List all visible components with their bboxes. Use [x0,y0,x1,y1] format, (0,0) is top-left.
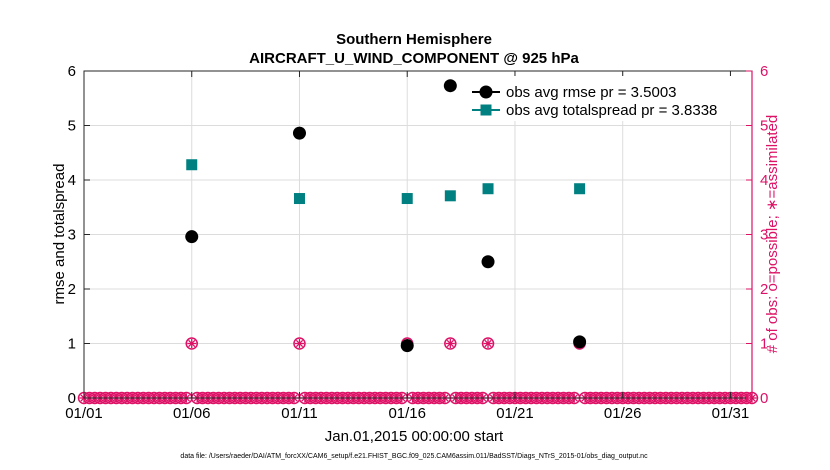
rmse-point [573,335,587,349]
totalspread-point [186,159,198,171]
y-axis-label: rmse and totalspread [51,164,68,305]
rmse-point [185,230,199,244]
y-tick-label: 6 [68,63,76,80]
y2-tick-label: 1 [760,336,768,353]
totalspread-point [482,183,494,195]
obs-assimilated-stroke [446,339,454,348]
obs-assimilated-stroke [484,339,492,348]
x-tick-label: 01/31 [712,405,750,422]
y2-tick-label: 6 [760,63,768,80]
y2-tick-label: 5 [760,118,768,135]
x-tick-label: 01/11 [281,405,317,422]
totalspread-point [574,183,586,195]
chart-subtitle: AIRCRAFT_U_WIND_COMPONENT @ 925 hPa [249,50,579,67]
x-tick-label: 01/06 [173,405,211,422]
y2-axis-label: # of obs: o=possible; ∗=assimilated [764,115,781,354]
data-series [185,79,587,353]
x-axis: 01/01 01/06 01/11 01/16 01/21 01/26 01/31 [65,71,749,422]
y2-tick-label: 4 [760,172,768,189]
y-tick-label: 0 [68,390,76,407]
obs-possible-marker [444,337,457,350]
obs-assimilated-marker [187,339,197,348]
obs-assimilated-stroke [188,339,196,348]
y-tick-label: 3 [68,227,76,244]
totalspread-point [444,190,456,202]
y2-tick-label: 0 [760,390,768,407]
series-rmse [185,79,587,353]
obs-assimilated-marker [294,339,304,348]
x-tick-label: 01/01 [65,405,103,422]
legend-box [466,76,749,121]
y-axis-left: 0 1 2 3 4 5 6 [68,63,90,407]
obs-assimilated-marker [445,339,455,348]
legend-rmse-marker [479,85,493,99]
series-totalspread [186,159,586,205]
obs-possible-marker [481,337,495,350]
y2-tick-label: 3 [760,227,768,244]
x-tick-label: 01/21 [496,405,534,422]
chart-title: Southern Hemisphere [336,31,492,48]
legend-rmse-label: obs avg rmse pr = 3.5003 [506,84,677,101]
legend-spread-label: obs avg totalspread pr = 3.8338 [506,102,717,119]
y2-tick-label: 2 [760,281,768,298]
y-tick-label: 5 [68,118,76,135]
y-tick-label: 4 [68,172,76,189]
data-file-footer: data file: /Users/raeder/DAI/ATM_forcXX/… [180,453,648,460]
totalspread-point [401,193,413,205]
rmse-point [443,79,457,93]
obs-possible-marker [293,337,306,350]
totalspread-point [293,193,305,205]
y-tick-label: 1 [68,336,76,353]
legend: obs avg rmse pr = 3.5003 obs avg totalsp… [466,76,749,121]
rmse-point [481,255,495,269]
rmse-point [400,339,414,353]
rmse-point [292,126,306,140]
legend-spread-marker [480,104,492,116]
obs-assimilated-marker [483,339,493,348]
y-axis-right: 0 1 2 3 4 5 6 [746,63,768,407]
x-axis-label: Jan.01,2015 00:00:00 start [325,428,504,445]
x-tick-label: 01/26 [604,405,642,422]
y-tick-label: 2 [68,281,76,298]
x-tick-label: 01/16 [388,405,426,422]
obs-assimilated-stroke [295,339,304,348]
obs-possible-marker [185,337,198,350]
